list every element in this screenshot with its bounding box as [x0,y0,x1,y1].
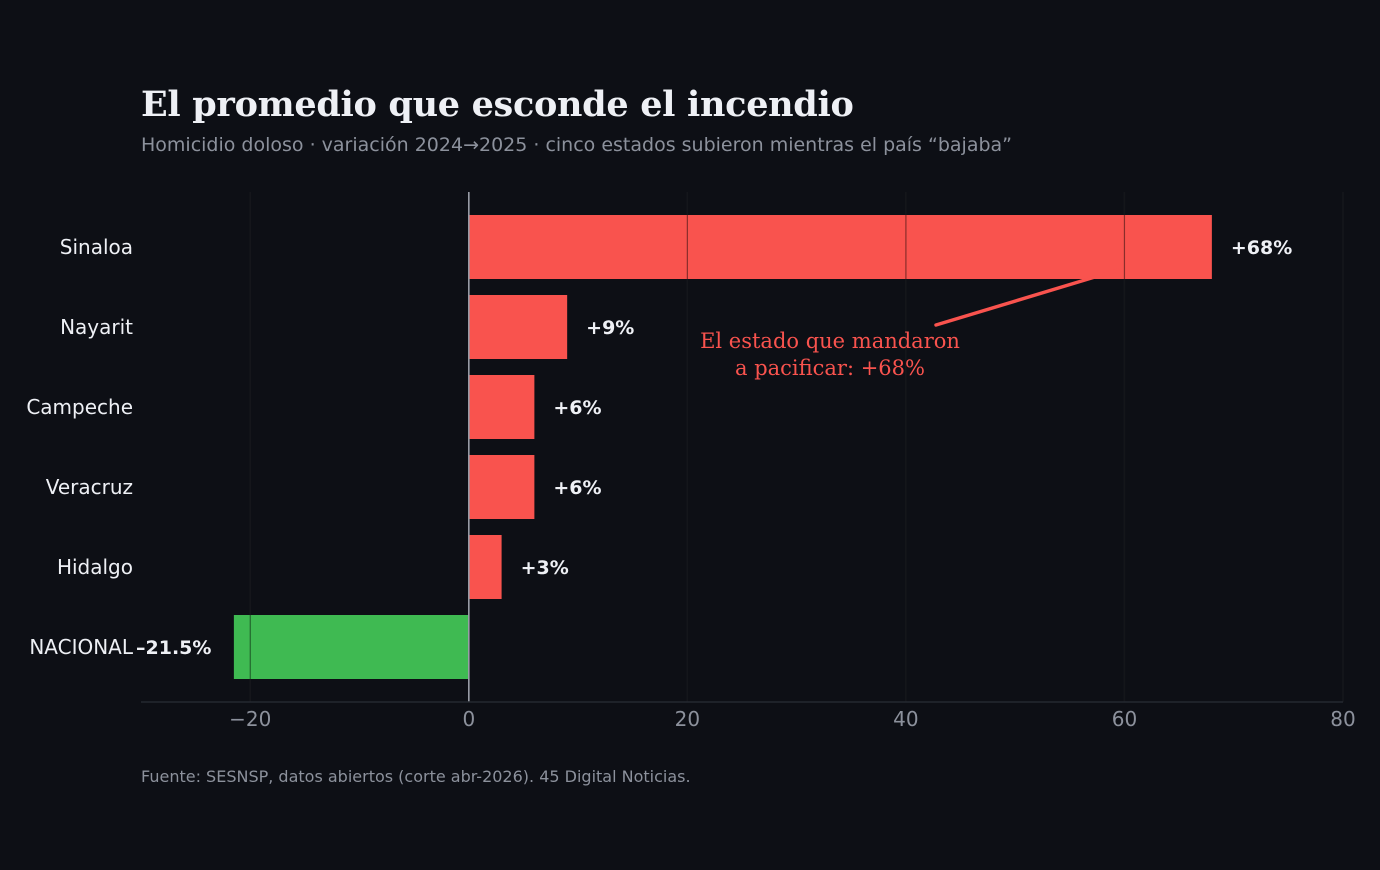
bar-nayarit [468,295,568,359]
annotation-text: El estado que mandaron [700,329,960,353]
annotation-arrow [934,268,1120,327]
x-tick-label: 40 [893,707,918,731]
value-label: +9% [586,317,634,339]
category-label: Campeche [26,395,133,419]
x-tick-label: −20 [229,707,271,731]
category-label: NACIONAL [29,635,134,659]
x-tick-label: 80 [1330,707,1355,731]
bar-hidalgo [468,535,502,599]
category-label: Veracruz [46,475,133,499]
value-label: +6% [553,477,601,499]
value-label: –21.5% [136,637,211,659]
chart-subtitle: Homicidio doloso · variación 2024→2025 ·… [141,134,1013,156]
category-label: Hidalgo [57,555,133,579]
overlay [141,192,1344,703]
value-label: +3% [521,557,569,579]
annotation-text: a pacificar: +68% [735,356,925,380]
category-label: Sinaloa [60,235,133,259]
x-tick-label: 60 [1112,707,1137,731]
value-label: +68% [1231,237,1292,259]
bar-sinaloa [468,215,1212,279]
bar-campeche [468,375,535,439]
bars [233,215,1212,679]
chart-title: El promedio que esconde el incendio [141,84,854,125]
labels: Sinaloa Nayarit Campeche Veracruz Hidalgo NAC… [26,235,1355,731]
x-tick-label: 20 [675,707,700,731]
bar-nacional [233,615,469,679]
bar-veracruz [468,455,535,519]
value-label: +6% [553,397,601,419]
x-tick-label: 0 [462,707,475,731]
category-label: Nayarit [60,315,133,339]
source-note: Fuente: SESNSP, datos abiertos (corte ab… [141,767,691,786]
